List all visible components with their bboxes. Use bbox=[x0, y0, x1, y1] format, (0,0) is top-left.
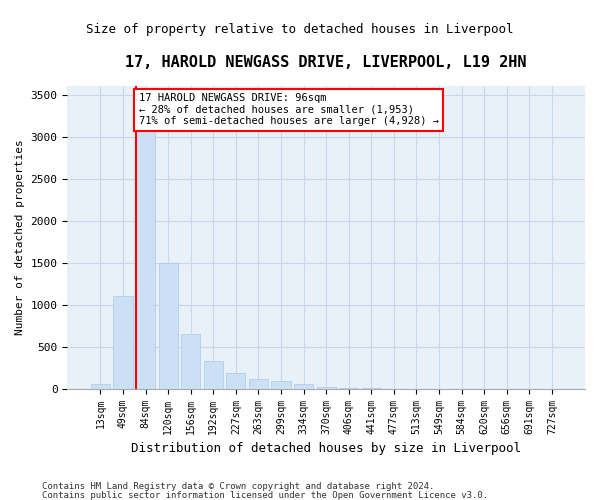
Text: Contains public sector information licensed under the Open Government Licence v3: Contains public sector information licen… bbox=[42, 490, 488, 500]
Bar bbox=[294, 384, 313, 388]
Bar bbox=[271, 381, 290, 388]
Y-axis label: Number of detached properties: Number of detached properties bbox=[15, 140, 25, 336]
Bar bbox=[317, 386, 336, 388]
Text: Size of property relative to detached houses in Liverpool: Size of property relative to detached ho… bbox=[86, 22, 514, 36]
Bar bbox=[181, 334, 200, 388]
Bar bbox=[226, 372, 245, 388]
Bar bbox=[113, 296, 133, 388]
Text: Contains HM Land Registry data © Crown copyright and database right 2024.: Contains HM Land Registry data © Crown c… bbox=[42, 482, 434, 491]
Bar bbox=[91, 384, 110, 388]
Title: 17, HAROLD NEWGASS DRIVE, LIVERPOOL, L19 2HN: 17, HAROLD NEWGASS DRIVE, LIVERPOOL, L19… bbox=[125, 55, 527, 70]
X-axis label: Distribution of detached houses by size in Liverpool: Distribution of detached houses by size … bbox=[131, 442, 521, 455]
Bar bbox=[249, 380, 268, 388]
Bar bbox=[203, 361, 223, 388]
Bar bbox=[158, 263, 178, 388]
Text: 17 HAROLD NEWGASS DRIVE: 96sqm
← 28% of detached houses are smaller (1,953)
71% : 17 HAROLD NEWGASS DRIVE: 96sqm ← 28% of … bbox=[139, 93, 439, 126]
Bar bbox=[136, 99, 155, 388]
